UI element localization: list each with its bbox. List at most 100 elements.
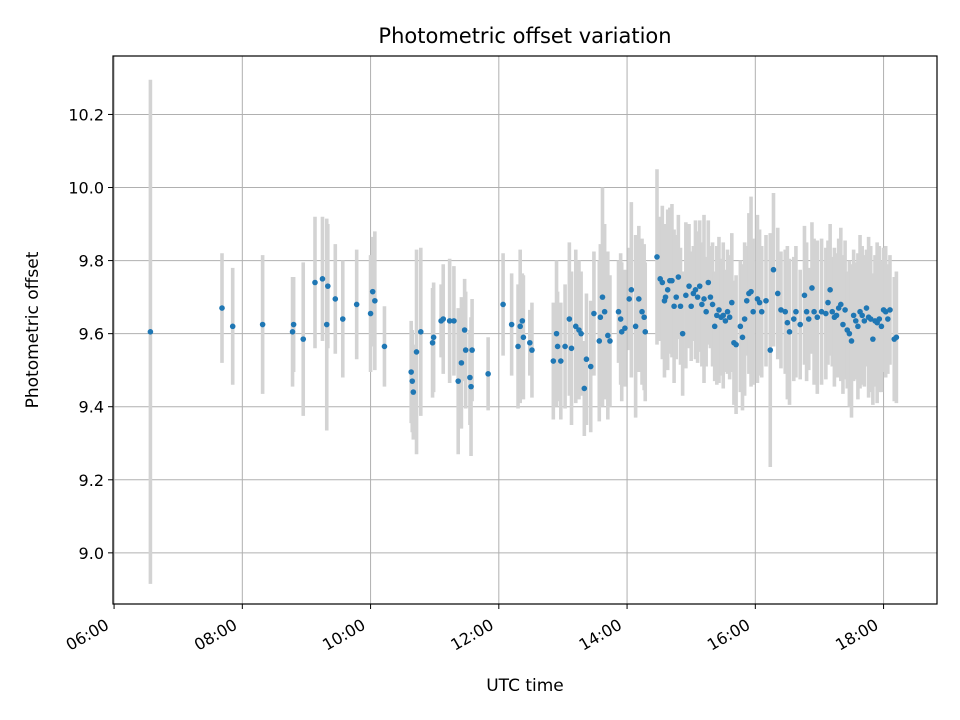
data-point bbox=[694, 294, 701, 300]
data-point bbox=[300, 336, 307, 342]
data-point bbox=[147, 329, 154, 335]
data-point bbox=[566, 316, 573, 322]
data-point bbox=[500, 301, 506, 308]
data-point bbox=[805, 316, 812, 322]
x-axis-label: UTC time bbox=[486, 676, 564, 696]
data-point bbox=[413, 349, 420, 355]
data-point bbox=[688, 303, 694, 310]
data-point bbox=[703, 308, 709, 315]
data-point bbox=[451, 318, 457, 324]
data-point bbox=[887, 307, 893, 313]
data-point bbox=[508, 321, 515, 328]
y-tick-label: 9.2 bbox=[79, 471, 104, 490]
data-point bbox=[770, 266, 777, 273]
data-point bbox=[870, 336, 876, 342]
data-point bbox=[679, 330, 686, 337]
data-point bbox=[850, 312, 857, 319]
data-point bbox=[823, 310, 829, 317]
data-point bbox=[550, 358, 557, 364]
data-point bbox=[758, 308, 765, 315]
data-point bbox=[607, 338, 613, 344]
data-point bbox=[774, 290, 781, 297]
data-point bbox=[852, 318, 859, 324]
data-point bbox=[737, 323, 744, 330]
data-point bbox=[515, 343, 521, 350]
data-point bbox=[801, 292, 808, 299]
data-point bbox=[430, 334, 437, 341]
data-point bbox=[323, 321, 330, 328]
data-point bbox=[597, 314, 604, 321]
data-point bbox=[842, 307, 848, 313]
data-point bbox=[683, 292, 689, 299]
data-point bbox=[290, 321, 297, 328]
data-point bbox=[572, 323, 579, 330]
data-point bbox=[554, 343, 561, 350]
data-point bbox=[469, 347, 475, 353]
data-point bbox=[468, 383, 474, 390]
data-point bbox=[642, 329, 649, 335]
data-point bbox=[628, 287, 635, 293]
data-point bbox=[219, 305, 225, 311]
y-tick-label: 10.2 bbox=[68, 105, 104, 124]
data-point bbox=[639, 308, 645, 315]
data-point bbox=[797, 321, 804, 328]
data-point bbox=[410, 389, 417, 395]
data-point bbox=[622, 325, 628, 331]
data-point bbox=[707, 294, 714, 300]
data-point bbox=[601, 308, 608, 315]
data-point bbox=[626, 296, 633, 302]
data-point bbox=[562, 343, 568, 350]
data-point bbox=[848, 338, 855, 344]
data-point bbox=[615, 308, 622, 315]
data-point bbox=[429, 339, 436, 346]
data-point bbox=[840, 321, 846, 328]
data-point bbox=[339, 316, 346, 322]
data-point bbox=[455, 378, 462, 384]
data-point bbox=[591, 310, 597, 317]
data-point bbox=[838, 301, 844, 308]
data-point bbox=[748, 288, 754, 295]
chart-title: Photometric offset variation bbox=[378, 24, 671, 48]
data-point bbox=[743, 297, 750, 304]
data-point bbox=[353, 301, 360, 308]
data-point bbox=[641, 314, 647, 321]
data-point bbox=[636, 296, 642, 302]
data-point bbox=[408, 369, 414, 375]
data-point bbox=[673, 294, 680, 300]
data-point bbox=[739, 334, 746, 341]
data-point bbox=[859, 312, 865, 319]
data-point bbox=[409, 378, 416, 384]
data-point bbox=[312, 279, 318, 286]
data-point bbox=[517, 323, 523, 330]
data-point bbox=[632, 323, 639, 330]
data-point bbox=[825, 299, 831, 306]
data-point bbox=[809, 285, 815, 291]
data-point bbox=[878, 323, 885, 330]
data-point bbox=[767, 347, 774, 353]
data-point bbox=[654, 254, 660, 260]
plot-frame bbox=[112, 55, 938, 605]
data-point bbox=[664, 287, 671, 293]
data-point bbox=[714, 312, 720, 319]
data-point bbox=[671, 303, 677, 310]
data-point bbox=[686, 283, 692, 289]
data-point bbox=[325, 283, 331, 289]
data-point bbox=[876, 316, 883, 322]
data-point bbox=[578, 330, 584, 337]
data-point bbox=[699, 301, 705, 308]
data-point bbox=[729, 299, 735, 306]
data-point bbox=[863, 305, 870, 311]
data-point bbox=[659, 279, 666, 286]
data-point bbox=[461, 327, 468, 333]
data-point bbox=[885, 316, 891, 322]
data-point bbox=[705, 279, 712, 286]
data-point bbox=[867, 316, 874, 322]
data-point bbox=[724, 308, 731, 315]
data-point bbox=[527, 339, 533, 346]
data-point bbox=[833, 312, 840, 319]
data-point bbox=[733, 341, 739, 348]
data-point bbox=[587, 363, 594, 370]
data-point bbox=[711, 323, 718, 330]
data-point bbox=[709, 301, 716, 308]
